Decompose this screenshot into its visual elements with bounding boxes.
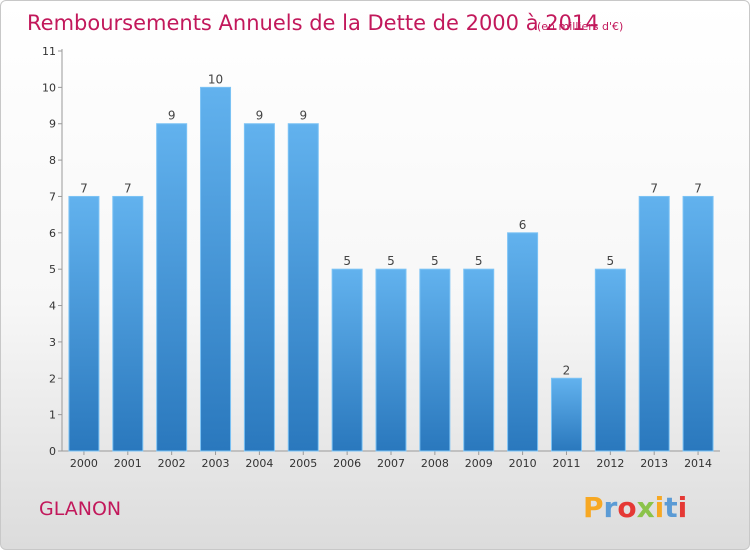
- y-tick-label: 5: [49, 263, 56, 276]
- bar-2008: [419, 268, 451, 452]
- x-tick-label-2012: 2012: [596, 457, 624, 470]
- bar-2003: [200, 86, 232, 452]
- logo-letter: P: [583, 491, 604, 524]
- commune-name: GLANON: [39, 498, 121, 520]
- bar-2012: [594, 268, 626, 452]
- x-tick-label-2011: 2011: [552, 457, 580, 470]
- bar-2005: [287, 123, 319, 452]
- x-tick-label-2005: 2005: [289, 457, 317, 470]
- y-tick-label: 3: [49, 336, 56, 349]
- y-tick-label: 11: [42, 45, 56, 58]
- data-label-2006: 5: [343, 254, 351, 268]
- logo-letter: r: [604, 491, 618, 524]
- data-label-2000: 7: [80, 181, 88, 195]
- y-tick-label: 1: [49, 409, 56, 422]
- x-tick-label-2006: 2006: [333, 457, 361, 470]
- x-tick-label-2007: 2007: [377, 457, 405, 470]
- data-label-2005: 9: [299, 109, 307, 123]
- x-tick-label-2003: 2003: [202, 457, 230, 470]
- data-label-2002: 9: [168, 109, 176, 123]
- x-tick-label-2013: 2013: [640, 457, 668, 470]
- bar-2001: [112, 195, 144, 452]
- data-label-2011: 2: [563, 363, 571, 377]
- y-tick-label: 8: [49, 154, 56, 167]
- bar-2010: [507, 232, 539, 452]
- y-tick-label: 6: [49, 227, 56, 240]
- data-label-2008: 5: [431, 254, 439, 268]
- x-tick-label-2000: 2000: [70, 457, 98, 470]
- x-tick-label-2002: 2002: [158, 457, 186, 470]
- logo-letter: i: [678, 491, 688, 524]
- x-tick-label-2009: 2009: [465, 457, 493, 470]
- data-label-2007: 5: [387, 254, 395, 268]
- y-tick-label: 10: [42, 81, 56, 94]
- data-label-2010: 6: [519, 218, 527, 232]
- y-tick-label: 4: [49, 300, 56, 313]
- chart-title: Remboursements Annuels de la Dette de 20…: [27, 11, 599, 35]
- x-tick-label-2010: 2010: [509, 457, 537, 470]
- data-label-2009: 5: [475, 254, 483, 268]
- bar-2011: [550, 377, 582, 452]
- bar-2004: [243, 123, 275, 452]
- bar-2006: [331, 268, 363, 452]
- bar-2013: [638, 195, 670, 452]
- data-label-2013: 7: [650, 181, 658, 195]
- bar-2014: [682, 195, 714, 452]
- bar-2009: [463, 268, 495, 452]
- x-tick-label-2014: 2014: [684, 457, 712, 470]
- logo-letter: x: [637, 491, 655, 524]
- bars-group: 7 7 9 10 9 9 5 5 5 5 6 2 5 7 7: [68, 72, 714, 452]
- y-tick-label: 7: [49, 190, 56, 203]
- data-label-2001: 7: [124, 181, 132, 195]
- x-tick-label-2001: 2001: [114, 457, 142, 470]
- y-tick-label: 0: [49, 445, 56, 458]
- chart-subtitle: (en milliers d'€): [537, 20, 623, 33]
- axes: 0 1 2 3 4 5 6 7 8 9 10 11 2000 2001 2002 2003 2004 2005 20…: [42, 45, 720, 470]
- bar-2007: [375, 268, 407, 452]
- bar-2002: [156, 123, 188, 452]
- data-label-2004: 9: [256, 109, 264, 123]
- bar-2000: [68, 195, 100, 452]
- y-tick-label: 2: [49, 372, 56, 385]
- data-label-2003: 10: [208, 72, 223, 86]
- x-tick-label-2008: 2008: [421, 457, 449, 470]
- logo-letter: o: [617, 491, 636, 524]
- data-label-2014: 7: [694, 181, 702, 195]
- proxiti-logo: Proxiti: [583, 491, 687, 524]
- y-tick-label: 9: [49, 118, 56, 131]
- data-label-2012: 5: [607, 254, 615, 268]
- logo-letter: i: [655, 491, 665, 524]
- x-tick-label-2004: 2004: [245, 457, 273, 470]
- logo-letter: t: [664, 491, 677, 524]
